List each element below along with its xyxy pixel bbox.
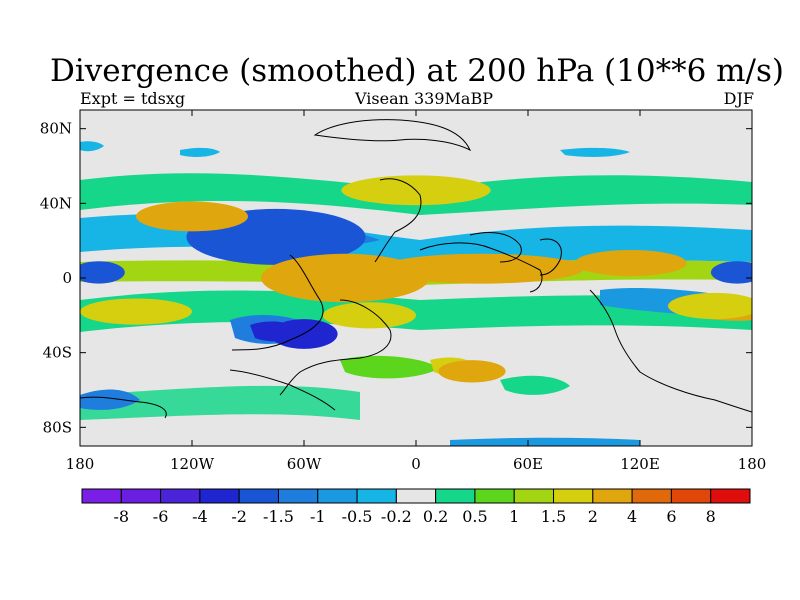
longitude-axis: 180 120W 60W 0 60E 120E 180 bbox=[66, 110, 767, 473]
season-label: DJF bbox=[723, 89, 754, 108]
latitude-axis: 80N 40N 0 40S 80S bbox=[40, 120, 752, 436]
x-tick-label: 60W bbox=[287, 455, 322, 473]
colorbar-swatch bbox=[670, 488, 712, 504]
y-tick-label: 80S bbox=[43, 418, 72, 436]
colorbar-swatch bbox=[631, 488, 672, 504]
colorbar-swatch bbox=[199, 488, 240, 504]
x-tick-label: 120E bbox=[620, 455, 660, 473]
field-feature-8 bbox=[80, 298, 192, 325]
field-feature-14 bbox=[438, 360, 506, 383]
field-feature-13 bbox=[322, 302, 417, 329]
colorbar-level-label: 6 bbox=[666, 507, 676, 526]
colorbar-level-label: -8 bbox=[113, 507, 129, 526]
colorbar-level-label: -6 bbox=[153, 507, 169, 526]
colorbar-level-label: -0.2 bbox=[381, 507, 412, 526]
colorbar-swatch bbox=[435, 488, 476, 504]
colorbar-level-label: 4 bbox=[627, 507, 637, 526]
colorbar-level-label: 2 bbox=[588, 507, 598, 526]
x-tick-label: 120W bbox=[170, 455, 215, 473]
field-feature-2 bbox=[80, 261, 125, 284]
colorbar-level-label: -1.5 bbox=[263, 507, 294, 526]
colorbar-level-label: 8 bbox=[706, 507, 716, 526]
field-feature-9 bbox=[668, 292, 752, 320]
y-tick-label: 0 bbox=[62, 269, 72, 287]
field-feature-10 bbox=[136, 201, 248, 232]
colorbar-level-label: 1.5 bbox=[541, 507, 566, 526]
coastlines bbox=[80, 119, 752, 419]
y-tick-label: 40S bbox=[43, 344, 72, 362]
colorbar-swatch bbox=[277, 488, 319, 504]
colorbar-level-label: 0.2 bbox=[423, 507, 448, 526]
colorbar-swatch bbox=[474, 488, 515, 504]
period-label: Visean 339MaBP bbox=[355, 89, 493, 108]
colorbar-swatch bbox=[356, 488, 397, 504]
colorbar-swatch bbox=[513, 488, 555, 504]
colorbar-swatch bbox=[553, 488, 594, 504]
field-feature-3 bbox=[710, 261, 752, 284]
colorbar-swatch bbox=[81, 488, 122, 504]
field-feature-6 bbox=[378, 253, 584, 284]
colorbar-swatch bbox=[317, 488, 358, 504]
y-tick-label: 40N bbox=[40, 194, 72, 212]
experiment-label: Expt = tdsxg bbox=[80, 89, 186, 108]
x-tick-label: 180 bbox=[66, 455, 95, 473]
colorbar-swatch bbox=[160, 488, 201, 504]
colorbar-swatch bbox=[238, 488, 279, 504]
field-features bbox=[80, 175, 752, 383]
colorbar-level-label: -0.5 bbox=[342, 507, 373, 526]
x-tick-label: 180 bbox=[738, 455, 767, 473]
colorbar-level-label: -4 bbox=[192, 507, 208, 526]
colorbar-level-label: 0.5 bbox=[462, 507, 487, 526]
field-feature-7 bbox=[574, 250, 687, 277]
colorbar-level-label: -2 bbox=[231, 507, 247, 526]
y-tick-label: 80N bbox=[40, 120, 72, 138]
chart-title: Divergence (smoothed) at 200 hPa (10**6 … bbox=[50, 53, 784, 89]
colorbar: -8 -6 -4 -2 -1.5 -1 -0.5 -0.2 0.2 0.5 1 1.5 2 4 6 8 bbox=[81, 488, 751, 526]
colorbar-swatch bbox=[710, 488, 751, 504]
x-tick-label: 60E bbox=[513, 455, 543, 473]
x-tick-label: 0 bbox=[411, 455, 421, 473]
colorbar-swatch bbox=[395, 488, 437, 504]
colorbar-level-label: 1 bbox=[509, 507, 519, 526]
colorbar-level-label: -1 bbox=[310, 507, 326, 526]
colorbar-swatch bbox=[120, 488, 162, 504]
colorbar-swatch bbox=[592, 488, 633, 504]
